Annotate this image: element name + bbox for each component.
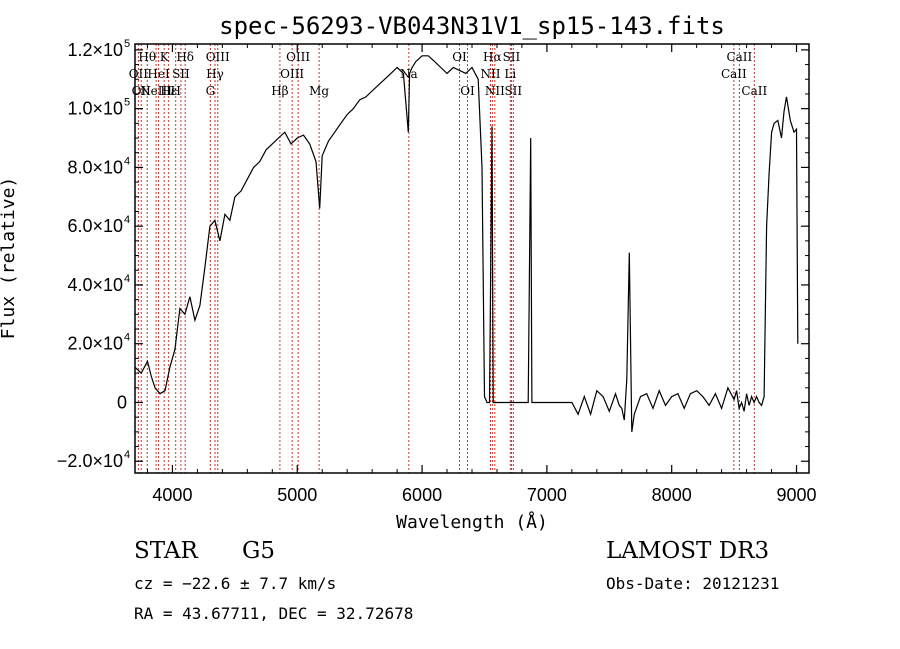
y-tick-exponent: 5	[124, 97, 130, 109]
emission-line-label: Hθ	[138, 50, 156, 64]
emission-line-label: HeI	[147, 67, 170, 81]
survey-name: LAMOST DR3	[606, 538, 770, 564]
y-tick-label: 8.0×10	[67, 157, 123, 177]
object-class: STAR	[134, 538, 198, 564]
emission-line-label: Mg	[309, 84, 329, 98]
y-tick-label: 1.0×10	[67, 99, 123, 119]
y-tick-label: 6.0×10	[67, 216, 123, 236]
x-tick-label: 4000	[152, 485, 192, 505]
emission-line-label: OI	[460, 84, 475, 98]
spectrum-series-line	[134, 55, 799, 432]
emission-line-label: NII	[485, 84, 505, 98]
emission-line-label: G	[206, 84, 216, 98]
y-tick-exponent: 4	[124, 332, 130, 344]
plot-frame	[134, 43, 810, 474]
emission-line-label: SII	[503, 50, 521, 64]
y-tick-label: 0	[117, 392, 127, 412]
redshift-velocity: cz = −22.6 ± 7.7 km/s	[134, 574, 337, 593]
emission-line-label: SII	[504, 84, 522, 98]
y-tick-exponent: 4	[124, 273, 130, 285]
y-tick-label: 2.0×10	[67, 334, 123, 354]
y-tick-label: 4.0×10	[67, 275, 123, 295]
emission-line-label: H	[170, 84, 180, 98]
x-tick-label: 7000	[527, 485, 567, 505]
emission-line-label: Hγ	[206, 67, 224, 81]
emission-line-label: Hβ	[271, 84, 288, 98]
emission-line-label: Hε	[160, 84, 177, 98]
object-subclass: G5	[242, 538, 276, 564]
y-tick-label: 1.2×10	[67, 40, 123, 60]
y-axis-ticks: −2.0×10 402.0×10 44.0×10 46.0×10 48.0×10 41.0…	[57, 38, 809, 471]
emission-line-label: OIII	[286, 50, 310, 64]
observation-date: Obs-Date: 20121231	[606, 574, 780, 593]
emission-line-label: NeIII	[140, 84, 172, 98]
emission-line-label: K	[160, 50, 170, 64]
emission-line-label: Li	[504, 67, 516, 81]
emission-line-label: CaII	[741, 84, 767, 98]
emission-line-label: CaII	[726, 50, 752, 64]
y-tick-exponent: 4	[124, 155, 130, 167]
y-tick-exponent: 4	[124, 449, 130, 461]
x-tick-label: 5000	[277, 485, 317, 505]
emission-line-label: Hδ	[176, 50, 194, 64]
emission-line-label: OIII	[280, 67, 304, 81]
emission-line-label: NII	[480, 67, 500, 81]
emission-line-label: CaII	[721, 67, 747, 81]
y-axis-label: Flux (relative)	[0, 177, 19, 340]
emission-line-label: SII	[172, 67, 190, 81]
emission-line-label: OI	[452, 50, 467, 64]
x-tick-label: 9000	[776, 485, 816, 505]
x-axis-label: Wavelength (Å)	[396, 511, 548, 533]
emission-line-label: Hα	[483, 50, 502, 64]
y-tick-exponent: 5	[124, 38, 130, 50]
emission-line-label: OII	[129, 67, 149, 81]
emission-line-label: Na	[400, 67, 418, 81]
x-axis-ticks: 4000 5000 6000 7000 8000 9000	[146, 44, 817, 505]
y-tick-label: −2.0×10	[57, 451, 123, 471]
x-tick-label: 6000	[402, 485, 442, 505]
chart-title: spec-56293-VB043N31V1_sp15-143.fits	[219, 12, 725, 40]
emission-line-markers	[137, 44, 755, 473]
emission-line-labels: OII OII Hθ NeIII HeI K HεH SII Hδ G Hγ OIII Hβ OIII OI…	[129, 50, 768, 98]
emission-line-label: OIII	[206, 50, 230, 64]
sky-coordinates: RA = 43.67711, DEC = 32.72678	[134, 604, 414, 623]
emission-line-label: OII	[132, 84, 152, 98]
x-tick-label: 8000	[652, 485, 692, 505]
y-tick-exponent: 4	[124, 214, 130, 226]
